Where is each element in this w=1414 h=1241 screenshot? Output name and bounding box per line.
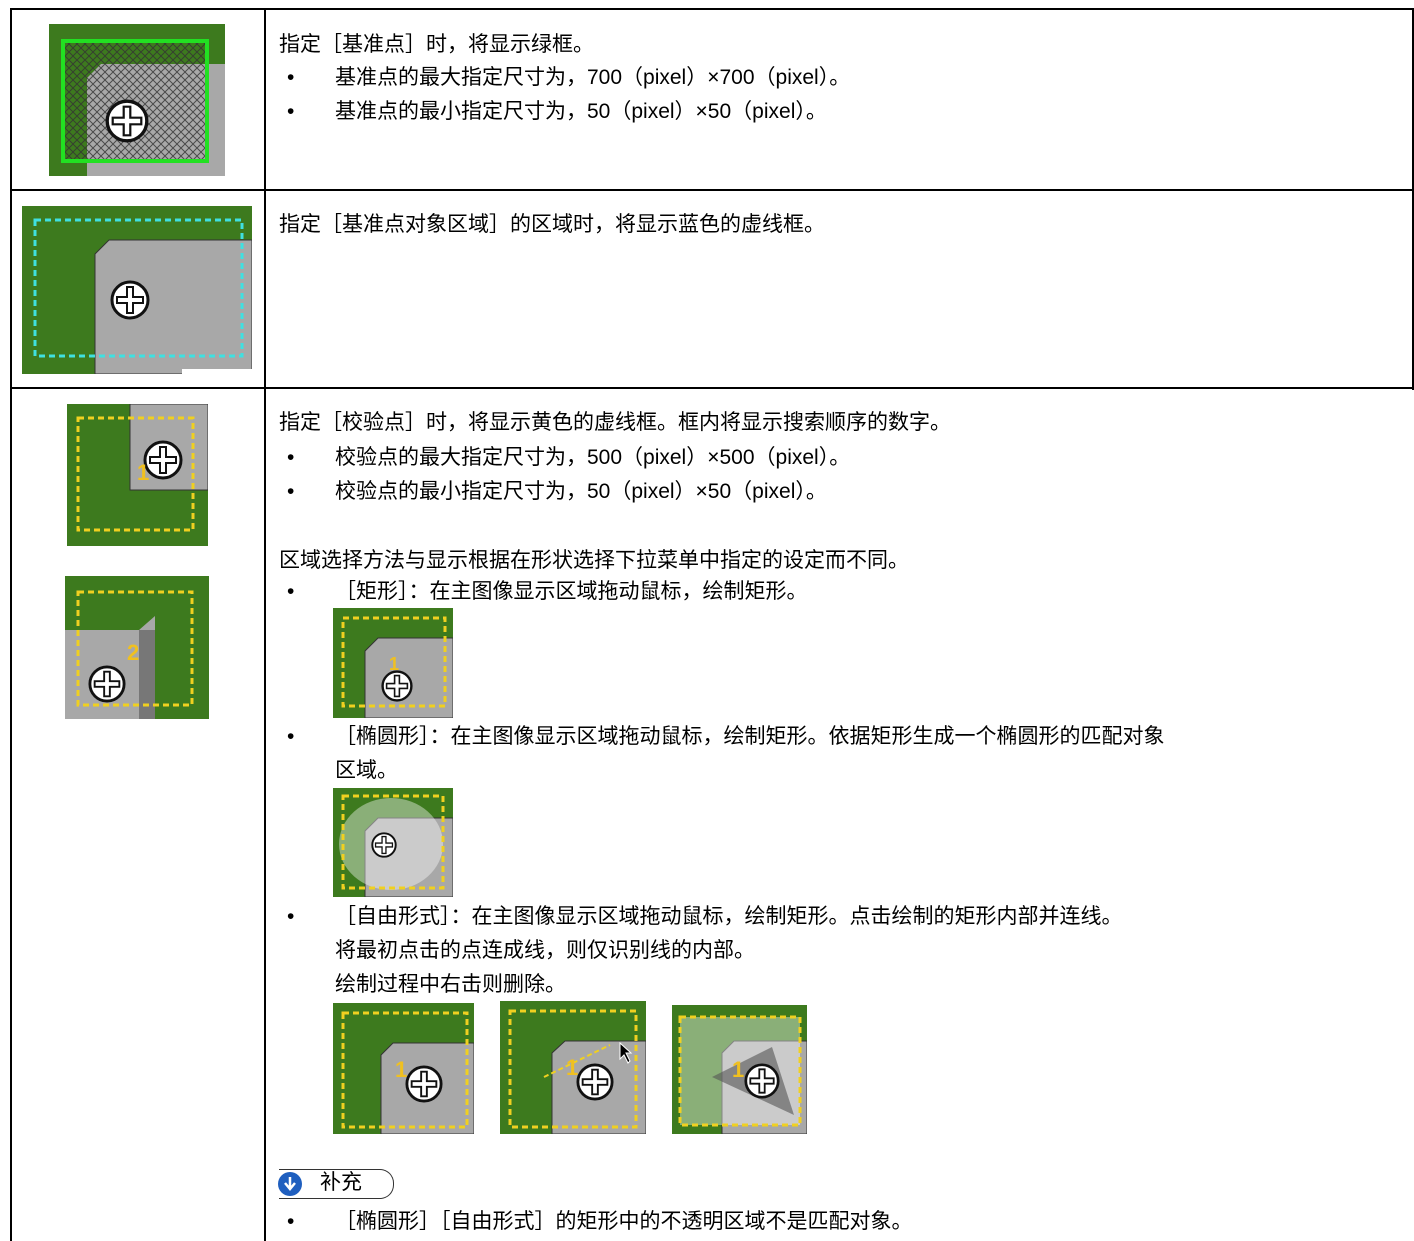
note-badge xyxy=(279,1169,394,1199)
bullet-continued: 将最初点击的点连成线，则仅识别线的内部。 xyxy=(335,939,755,962)
table-border xyxy=(10,387,1414,389)
paragraph: 区域选择方法与显示根据在形状选择下拉菜单中指定的设定而不同。 xyxy=(279,549,909,572)
table-border xyxy=(1412,8,1414,390)
note-title: 补充 xyxy=(320,1171,362,1194)
figure-label: 2 xyxy=(127,640,139,665)
figure-label: 1 xyxy=(732,1057,744,1082)
bullet: ［椭圆形］［自由形式］的矩形中的不透明区域不是匹配对象。 xyxy=(287,1210,912,1234)
bullet-continued: 区域。 xyxy=(335,759,398,782)
bullet: 基准点的最大指定尺寸为，700（pixel）×700（pixel）。 xyxy=(287,66,850,90)
figure xyxy=(333,788,453,897)
figure: 1 xyxy=(333,1003,474,1134)
figure-label: 1 xyxy=(566,1055,578,1080)
figure: 1 xyxy=(500,1001,646,1134)
row-text: 指定［基准点对象区域］的区域时，将显示蓝色的虚线框。 xyxy=(279,213,825,236)
figure xyxy=(22,206,252,374)
figure: 1 xyxy=(67,404,208,546)
figure: 1 xyxy=(672,1005,807,1134)
row-text: 指定［基准点］时，将显示绿框。 xyxy=(279,33,594,56)
figure: 1 xyxy=(333,608,453,718)
bullet: ［自由形式］：在主图像显示区域拖动鼠标，绘制矩形。点击绘制的矩形内部并连线。 xyxy=(287,905,1122,929)
figure: 2 xyxy=(65,576,209,719)
table-border xyxy=(264,8,266,1241)
figure-label: 1 xyxy=(137,460,149,485)
table-border xyxy=(10,189,1414,191)
row-text: 指定［校验点］时，将显示黄色的虚线框。框内将显示搜索顺序的数字。 xyxy=(279,411,951,434)
table-border xyxy=(10,8,12,1241)
bullet: 校验点的最大指定尺寸为，500（pixel）×500（pixel）。 xyxy=(287,446,850,470)
figure-label: 1 xyxy=(389,654,399,674)
note-icon xyxy=(278,1172,302,1196)
figure-label: 1 xyxy=(395,1057,407,1082)
bullet: ［矩形］：在主图像显示区域拖动鼠标，绘制矩形。 xyxy=(287,580,807,604)
table-border xyxy=(10,8,1414,10)
bullet: ［椭圆形］：在主图像显示区域拖动鼠标，绘制矩形。依据矩形生成一个椭圆形的匹配对象 xyxy=(287,725,1164,749)
bullet: 校验点的最小指定尺寸为，50（pixel）×50（pixel）。 xyxy=(287,480,827,504)
bullet-continued: 绘制过程中右击则删除。 xyxy=(335,973,566,996)
bullet: 基准点的最小指定尺寸为，50（pixel）×50（pixel）。 xyxy=(287,100,827,124)
figure xyxy=(49,24,225,176)
